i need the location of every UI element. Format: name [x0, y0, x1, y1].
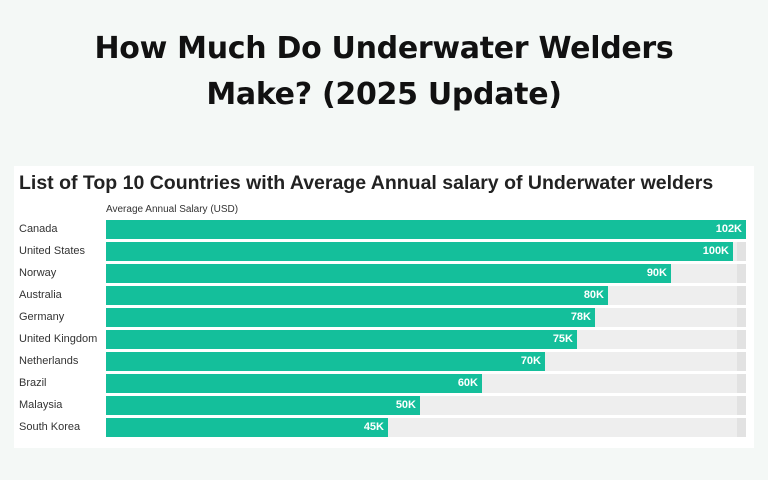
page-title-line-1: How Much Do Underwater Welders — [94, 31, 674, 66]
bar-track-end — [737, 352, 746, 371]
bar: 80K — [106, 286, 608, 305]
bar: 100K — [106, 242, 733, 261]
bar: 75K — [106, 330, 577, 349]
bar-row: Malaysia 50K — [14, 396, 754, 418]
bar-track-end — [737, 264, 746, 283]
bar-value-label: 78K — [570, 311, 591, 323]
bar-value-label: 90K — [646, 267, 667, 279]
bar-row: South Korea 45K — [14, 418, 754, 440]
bar-row: United Kingdom 75K — [14, 330, 754, 352]
bar-row: Canada 102K — [14, 220, 754, 242]
bar-track-end — [737, 330, 746, 349]
chart-title: List of Top 10 Countries with Average An… — [19, 172, 714, 194]
category-label: South Korea — [19, 421, 81, 433]
bar-row: Brazil 60K — [14, 374, 754, 396]
bar: 60K — [106, 374, 482, 393]
bar-value-label: 102K — [715, 223, 742, 235]
category-label: United Kingdom — [19, 333, 98, 345]
x-axis-label: Average Annual Salary (USD) — [106, 204, 239, 215]
bar-value-label: 80K — [583, 289, 604, 301]
category-label: Germany — [19, 311, 65, 323]
bar-track-end — [737, 396, 746, 415]
category-label: Netherlands — [19, 355, 79, 367]
chart-card: List of Top 10 Countries with Average An… — [14, 166, 754, 448]
bar-row: Netherlands 70K — [14, 352, 754, 374]
bar-value-label: 75K — [552, 333, 573, 345]
bar-value-label: 45K — [363, 421, 384, 433]
bar: 90K — [106, 264, 671, 283]
bar-row: United States 100K — [14, 242, 754, 264]
category-label: Malaysia — [19, 399, 63, 411]
bar-row: Australia 80K — [14, 286, 754, 308]
page-title: How Much Do Underwater Welders Make? (20… — [0, 26, 768, 118]
bar-value-label: 50K — [395, 399, 416, 411]
bar: 50K — [106, 396, 420, 415]
bar: 78K — [106, 308, 595, 327]
bar-track-end — [737, 418, 746, 437]
page-title-line-2: Make? (2025 Update) — [206, 77, 562, 112]
category-label: Canada — [19, 223, 58, 235]
bar-row: Norway 90K — [14, 264, 754, 286]
category-label: Australia — [19, 289, 62, 301]
bar-track-end — [737, 374, 746, 393]
category-label: Norway — [19, 267, 57, 279]
bar-track-end — [737, 242, 746, 261]
bar: 45K — [106, 418, 388, 437]
category-label: United States — [19, 245, 86, 257]
bar-value-label: 70K — [520, 355, 541, 367]
bar-track-end — [737, 286, 746, 305]
category-label: Brazil — [19, 377, 47, 389]
bar-track-end — [737, 308, 746, 327]
bar: 70K — [106, 352, 545, 371]
bar: 102K — [106, 220, 746, 239]
bar-value-label: 100K — [702, 245, 729, 257]
bar-value-label: 60K — [457, 377, 478, 389]
bar-row: Germany 78K — [14, 308, 754, 330]
